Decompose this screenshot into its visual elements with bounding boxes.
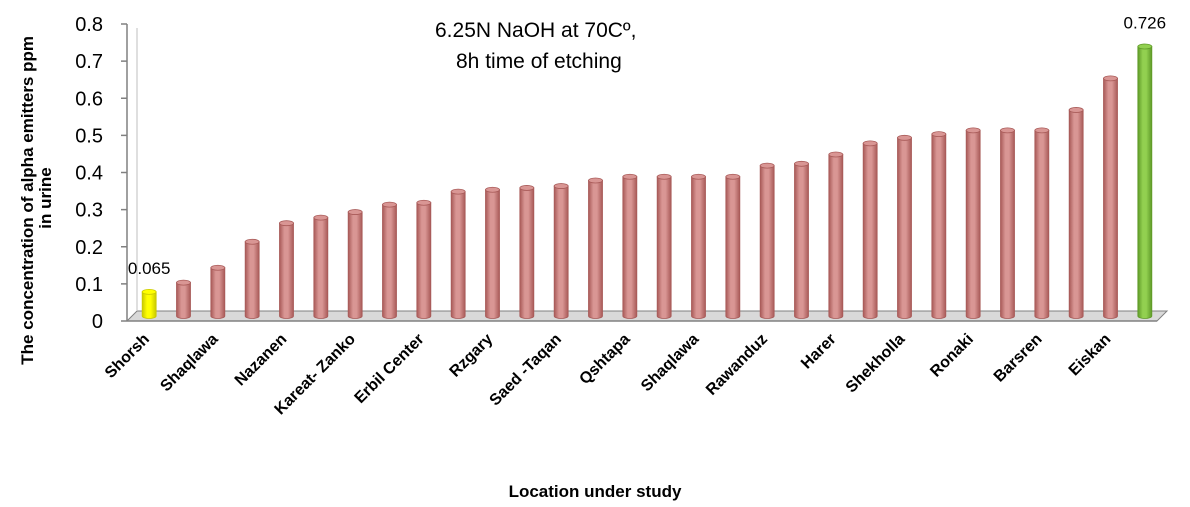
bar (794, 160, 809, 319)
bar (553, 183, 569, 319)
bar (965, 127, 981, 319)
y-axis-title: The concentration of alpha emitters ppm … (18, 31, 55, 364)
bar (656, 173, 672, 319)
bar (519, 185, 535, 319)
bar (1137, 43, 1153, 319)
chart-annotation-line-1: 6.25N NaOH at 70Cº, (435, 19, 636, 42)
bar (1103, 75, 1118, 319)
bar (862, 140, 878, 319)
x-tick-label: Shekholla (843, 331, 909, 397)
bar (382, 201, 397, 319)
x-tick-label: Shaqlawa (638, 331, 702, 395)
x-tick-label: Rzgary (447, 331, 497, 381)
y-tick-label: 0 (92, 311, 103, 333)
y-tick-label: 0.3 (75, 200, 103, 222)
bar (759, 162, 775, 319)
data-label: 0.065 (128, 259, 171, 278)
x-tick-label: Shorsh (102, 331, 153, 382)
data-labels: 0.065 0.726 (128, 13, 1166, 277)
y-tick-labels: 0 0.1 0.2 0.3 0.4 0.5 0.6 0.7 0.8 (75, 14, 103, 333)
bar (828, 151, 844, 319)
chart-annotation-line-2: 8h time of etching (456, 50, 622, 73)
x-axis-title: Location under study (509, 482, 682, 501)
bars (141, 43, 1153, 319)
bar (622, 173, 638, 319)
data-label: 0.726 (1124, 13, 1167, 32)
x-tick-label: Qshtapa (576, 331, 633, 388)
bar (450, 188, 466, 319)
bar (176, 279, 191, 319)
x-tick-label: Rawanduz (703, 331, 771, 399)
y-axis (121, 23, 128, 322)
bar (313, 214, 329, 319)
bar (725, 173, 741, 319)
bar (1068, 107, 1084, 319)
bar (588, 177, 603, 319)
x-tick-label: Erbil Center (352, 331, 428, 407)
x-tick-label: Ronaki (927, 331, 977, 381)
bar (347, 209, 363, 319)
bar (1034, 127, 1050, 319)
x-tick-label: Saed -Taqan (487, 331, 565, 409)
bar (931, 131, 947, 319)
x-tick-label: Barsren (991, 331, 1046, 386)
x-tick-label: Nazanen (232, 331, 291, 390)
bar (416, 199, 432, 319)
bar (691, 173, 706, 319)
y-tick-label: 0.8 (75, 14, 103, 36)
y-tick-label: 0.2 (75, 237, 103, 259)
y-tick-label: 0.1 (75, 274, 103, 296)
bar (897, 134, 912, 319)
bar (279, 220, 294, 319)
y-tick-label: 0.7 (75, 51, 103, 73)
x-tick-label: Shaqlawa (157, 331, 221, 395)
bar (1000, 127, 1015, 319)
bar (210, 264, 226, 319)
x-tick-label: Harer (798, 331, 840, 373)
bar (141, 288, 157, 319)
bar (485, 186, 500, 319)
x-tick-label: Eiskan (1066, 331, 1115, 380)
y-tick-label: 0.5 (75, 125, 103, 147)
bar (244, 238, 260, 319)
y-tick-label: 0.4 (75, 163, 103, 185)
y-tick-label: 0.6 (75, 88, 103, 110)
